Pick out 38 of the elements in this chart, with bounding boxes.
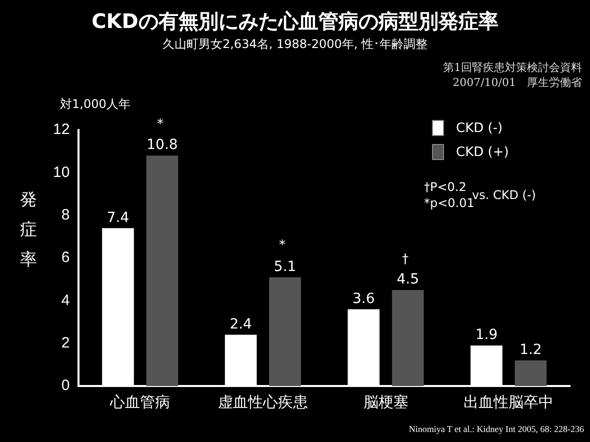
legend-label: CKD (-) <box>456 120 503 136</box>
x-tick-label: 出血性脳卒中 <box>464 392 554 411</box>
x-tick-label: 脳梗塞 <box>363 392 408 411</box>
data-label: 7.4 <box>106 210 130 226</box>
text: Ninomiya T et al.: Kidney Int 2005, 68: 228-236 <box>408 424 584 434</box>
y-tick-label: 4 <box>61 292 70 309</box>
data-label: 1.2 <box>520 342 542 358</box>
chart-subtitle: 久山町男女2,634名, 1988-2000年, 性･年齢調整 <box>161 36 429 53</box>
annotation: † <box>402 252 408 267</box>
y-tick-label: 6 <box>61 249 70 266</box>
annotation: * <box>157 117 164 132</box>
bar <box>146 156 178 386</box>
annotation: *p<0.01 <box>424 196 474 210</box>
data-label: 5.1 <box>274 258 296 275</box>
legend-label: CKD (+) <box>456 144 509 160</box>
data-label: 2.4 <box>230 316 252 332</box>
y-tick-label: 2 <box>61 334 70 352</box>
annotation: * <box>279 238 286 253</box>
y-tick-label: 10 <box>52 164 70 181</box>
chart-title: CKDの有無別にみた心血管病の病型別発症率 <box>90 8 500 35</box>
data-label: 1.9 <box>475 327 498 344</box>
data-label: 10.8 <box>146 137 178 154</box>
bar <box>269 277 301 386</box>
text: 第1回腎疾患対策検討会資料 <box>443 60 582 75</box>
bar <box>392 290 424 386</box>
y-tick-label: 0 <box>61 377 70 394</box>
y-axis-title: 発症率 <box>20 189 38 272</box>
x-tick-label: 心血管病 <box>109 392 170 411</box>
data-label: 3.6 <box>352 290 375 307</box>
y-tick-label: 8 <box>61 206 70 224</box>
text: 2007/10/01 厚生労働省 <box>452 75 582 90</box>
annotation: vs. CKD (-) <box>472 188 536 202</box>
data-label: 4.5 <box>396 272 419 288</box>
bar <box>514 360 547 386</box>
x-tick-label: 虚血性心疾患 <box>218 392 308 411</box>
y-tick-label: 12 <box>52 121 70 138</box>
text: 対1,000人年 <box>60 96 130 113</box>
annotation: †P<0.2 <box>424 180 466 194</box>
